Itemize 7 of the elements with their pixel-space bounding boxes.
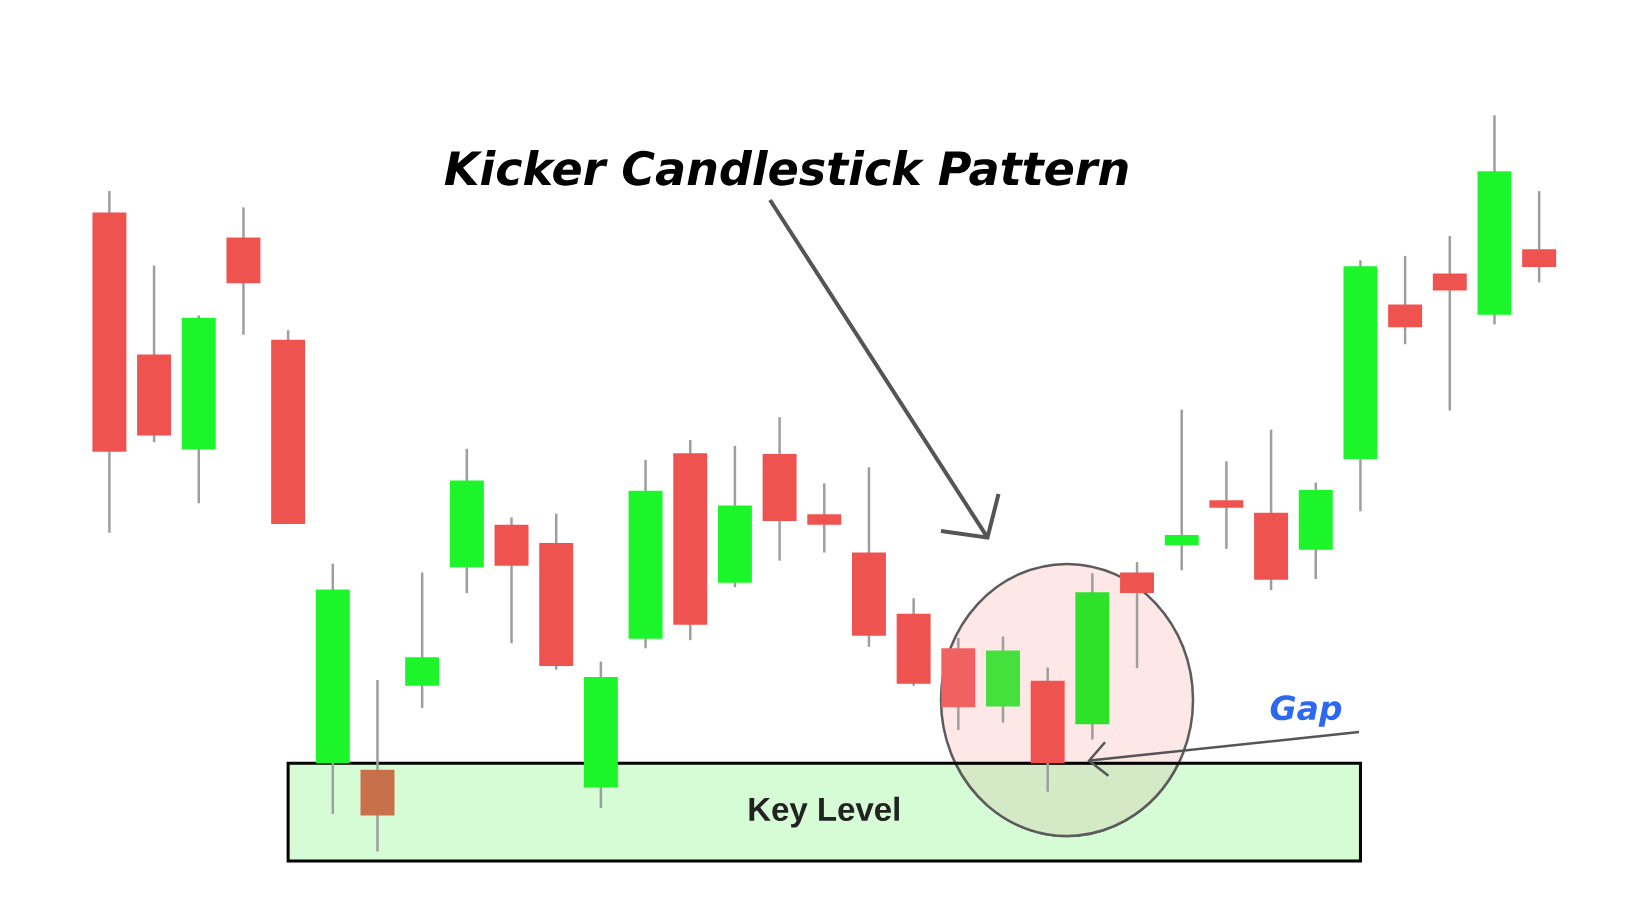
annotation: Gap <box>1270 695 1342 727</box>
candlestick <box>1432 234 1467 412</box>
candlestick <box>807 482 842 554</box>
candlestick <box>1209 460 1244 551</box>
candlestick <box>1164 408 1199 572</box>
text: Kicker Candlestick Pattern <box>444 150 1128 186</box>
band-label: Key Level <box>749 796 899 828</box>
